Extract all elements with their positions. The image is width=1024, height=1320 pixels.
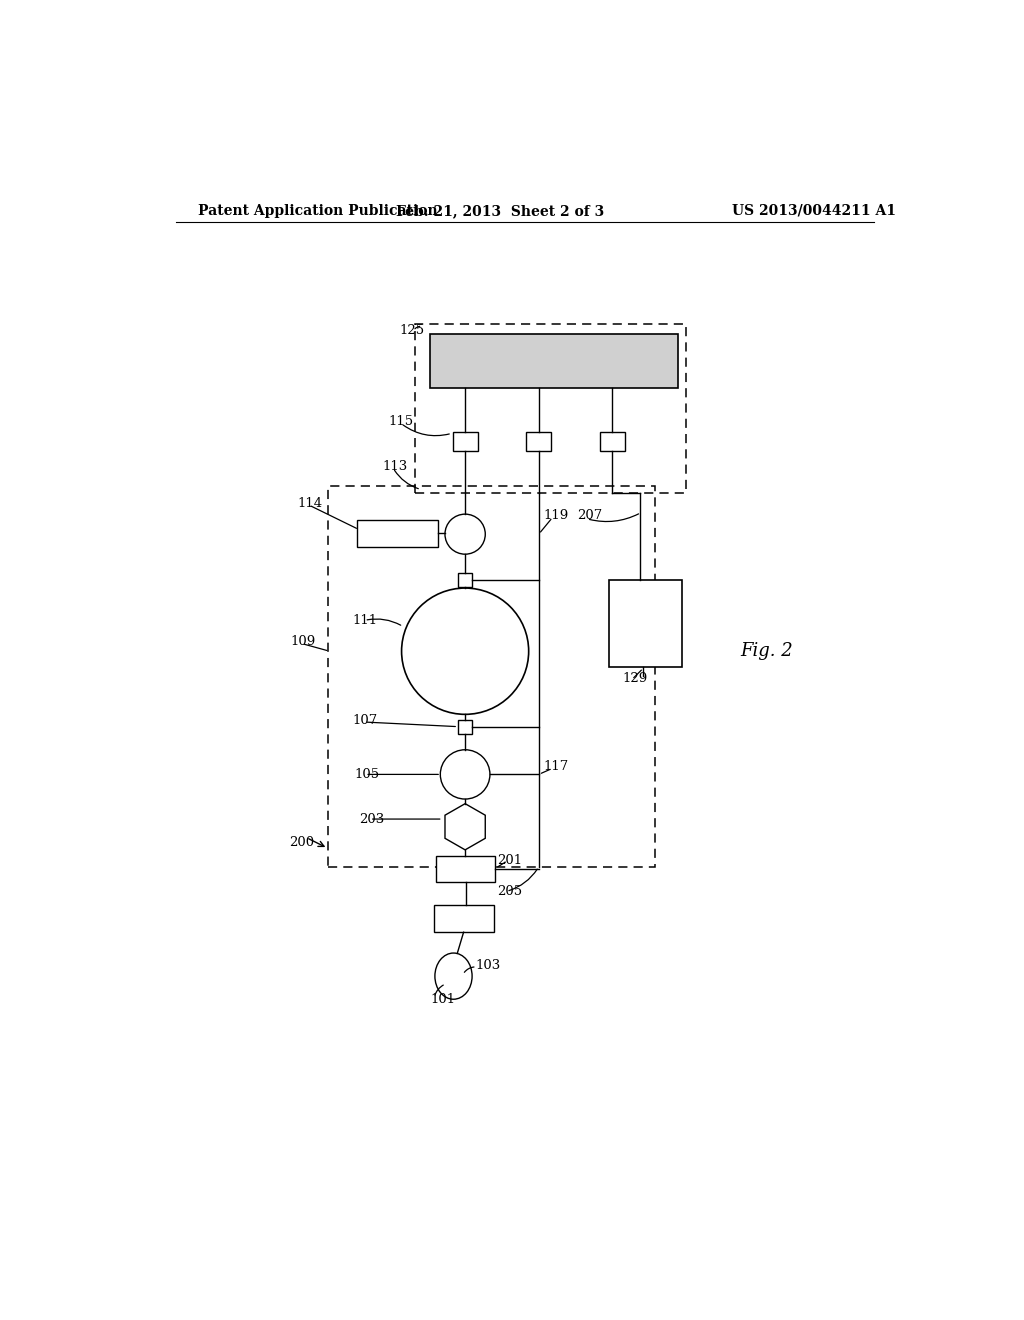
Text: Fig. 2: Fig. 2	[740, 643, 793, 660]
Ellipse shape	[435, 953, 472, 999]
Bar	[458, 573, 472, 587]
Text: 207: 207	[578, 510, 603, 523]
Bar	[356, 520, 438, 548]
Text: Patent Application Publication: Patent Application Publication	[198, 203, 437, 218]
Text: 103: 103	[475, 958, 501, 972]
Text: 203: 203	[359, 813, 384, 825]
Text: 107: 107	[352, 714, 378, 727]
Text: 101: 101	[430, 993, 456, 1006]
Text: US 2013/0044211 A1: US 2013/0044211 A1	[732, 203, 896, 218]
Bar	[526, 432, 551, 451]
Text: 201: 201	[497, 854, 522, 867]
Text: 125: 125	[399, 325, 424, 338]
Text: 119: 119	[544, 510, 568, 523]
Circle shape	[401, 589, 528, 714]
Text: 105: 105	[354, 768, 380, 781]
Text: 129: 129	[623, 672, 648, 685]
Text: Feb. 21, 2013  Sheet 2 of 3: Feb. 21, 2013 Sheet 2 of 3	[396, 203, 604, 218]
Bar	[434, 906, 494, 932]
Bar	[436, 857, 496, 882]
Text: 117: 117	[544, 760, 568, 774]
Text: 115: 115	[388, 416, 414, 428]
Bar	[453, 432, 477, 451]
Text: 113: 113	[382, 459, 408, 473]
Bar	[430, 334, 678, 388]
Polygon shape	[445, 804, 485, 850]
Bar	[458, 719, 472, 734]
Text: 114: 114	[297, 496, 323, 510]
Circle shape	[445, 515, 485, 554]
Text: 109: 109	[291, 635, 316, 648]
Bar	[608, 581, 682, 667]
Bar	[600, 432, 625, 451]
Text: 205: 205	[497, 884, 522, 898]
Text: 111: 111	[352, 614, 378, 627]
Text: 200: 200	[289, 836, 314, 849]
Circle shape	[440, 750, 489, 799]
